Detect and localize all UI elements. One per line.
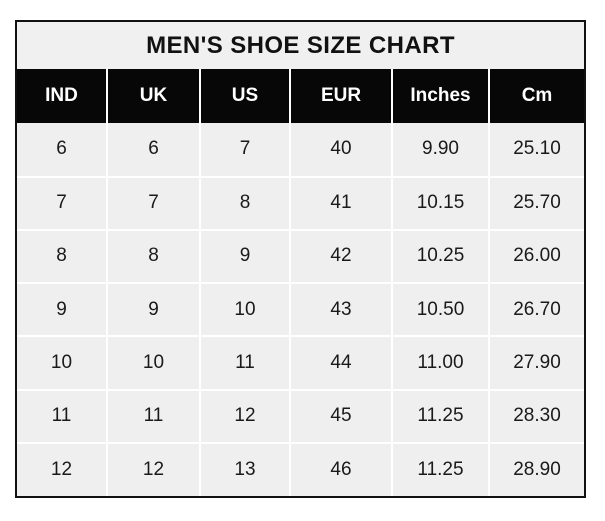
cell-cm: 26.70 <box>489 283 584 338</box>
cell-ind: 6 <box>17 123 108 178</box>
cell-inches: 10.50 <box>392 283 490 338</box>
cell-cm: 28.90 <box>489 442 584 496</box>
table-row: 7 7 8 41 10.15 25.70 <box>17 176 584 231</box>
title-row: MEN'S SHOE SIZE CHART <box>17 22 584 69</box>
cell-ind: 8 <box>17 229 108 285</box>
column-header-uk: UK <box>107 69 201 124</box>
cell-eur: 41 <box>290 176 393 231</box>
cell-eur: 46 <box>290 442 393 496</box>
size-chart-container: MEN'S SHOE SIZE CHART IND UK US EUR Inch… <box>15 20 586 498</box>
cell-eur: 44 <box>290 336 393 391</box>
cell-uk: 6 <box>107 123 201 178</box>
header-row: IND UK US EUR Inches Cm <box>17 69 584 124</box>
cell-ind: 9 <box>17 283 108 338</box>
cell-eur: 43 <box>290 283 393 338</box>
column-header-cm: Cm <box>489 69 584 124</box>
cell-uk: 12 <box>107 442 201 496</box>
cell-cm: 28.30 <box>489 389 584 444</box>
column-header-us: US <box>200 69 291 124</box>
table-row: 12 12 13 46 11.25 28.90 <box>17 442 584 496</box>
cell-uk: 9 <box>107 283 201 338</box>
cell-inches: 10.25 <box>392 229 490 285</box>
cell-eur: 40 <box>290 123 393 178</box>
cell-inches: 11.25 <box>392 389 490 444</box>
cell-us: 8 <box>200 176 291 231</box>
cell-cm: 25.10 <box>489 123 584 178</box>
table-row: 10 10 11 44 11.00 27.90 <box>17 336 584 391</box>
cell-inches: 11.25 <box>392 442 490 496</box>
cell-us: 9 <box>200 229 291 285</box>
cell-cm: 25.70 <box>489 176 584 231</box>
table-column-header: IND UK US EUR Inches Cm <box>17 69 584 124</box>
cell-cm: 27.90 <box>489 336 584 391</box>
cell-uk: 10 <box>107 336 201 391</box>
cell-us: 7 <box>200 123 291 178</box>
cell-uk: 7 <box>107 176 201 231</box>
table-row: 8 8 9 42 10.25 26.00 <box>17 229 584 285</box>
table-row: 6 6 7 40 9.90 25.10 <box>17 123 584 178</box>
cell-inches: 10.15 <box>392 176 490 231</box>
cell-inches: 11.00 <box>392 336 490 391</box>
table-row: 9 9 10 43 10.50 26.70 <box>17 283 584 338</box>
table-title-head: MEN'S SHOE SIZE CHART <box>17 22 584 69</box>
cell-uk: 8 <box>107 229 201 285</box>
table-body: 6 6 7 40 9.90 25.10 7 7 8 41 10.15 25.70… <box>17 123 584 496</box>
table-row: 11 11 12 45 11.25 28.30 <box>17 389 584 444</box>
shoe-size-table: MEN'S SHOE SIZE CHART IND UK US EUR Inch… <box>17 22 584 496</box>
cell-us: 10 <box>200 283 291 338</box>
chart-title: MEN'S SHOE SIZE CHART <box>17 22 584 69</box>
cell-us: 12 <box>200 389 291 444</box>
column-header-inches: Inches <box>392 69 490 124</box>
column-header-eur: EUR <box>290 69 393 124</box>
cell-cm: 26.00 <box>489 229 584 285</box>
cell-eur: 42 <box>290 229 393 285</box>
cell-ind: 11 <box>17 389 108 444</box>
column-header-ind: IND <box>17 69 108 124</box>
cell-uk: 11 <box>107 389 201 444</box>
cell-eur: 45 <box>290 389 393 444</box>
cell-us: 11 <box>200 336 291 391</box>
cell-inches: 9.90 <box>392 123 490 178</box>
cell-ind: 10 <box>17 336 108 391</box>
cell-us: 13 <box>200 442 291 496</box>
cell-ind: 7 <box>17 176 108 231</box>
cell-ind: 12 <box>17 442 108 496</box>
